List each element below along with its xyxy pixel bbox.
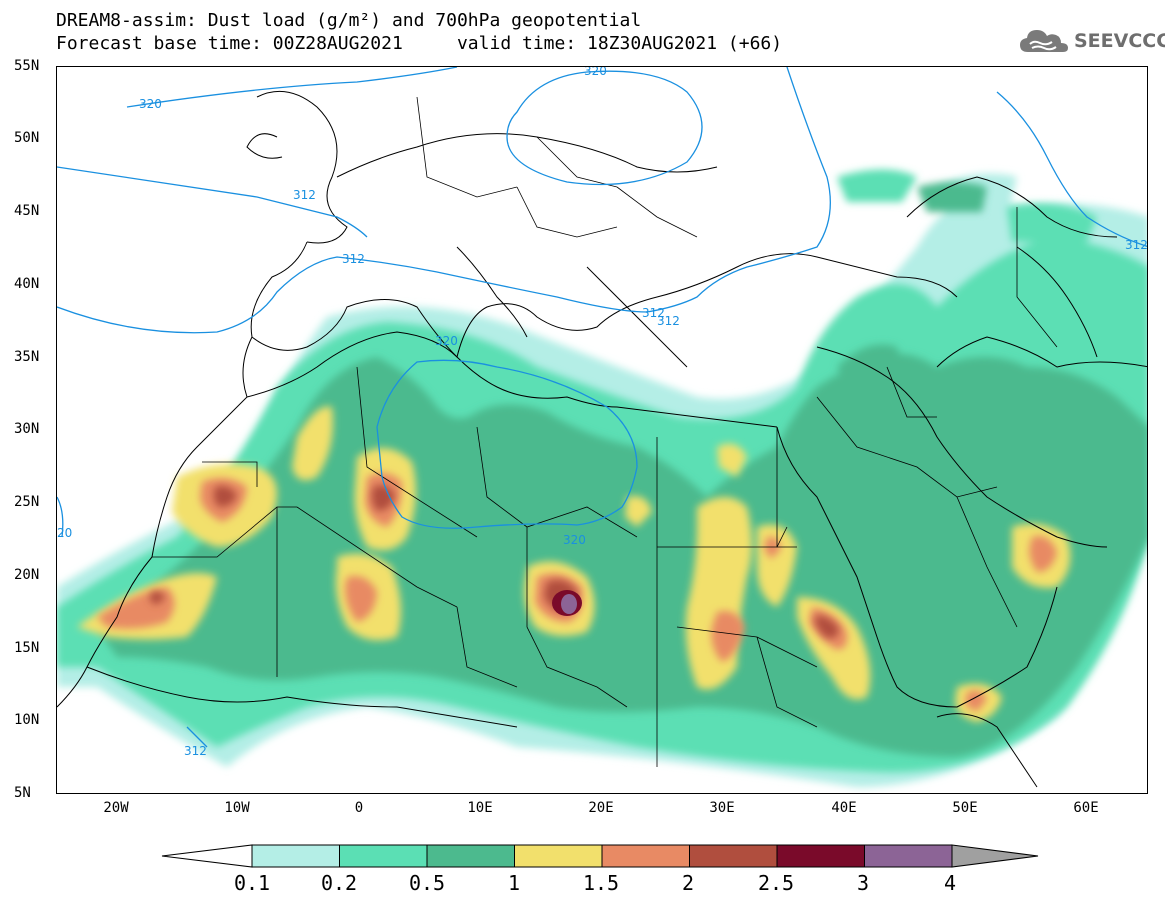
lon-label: 40E bbox=[831, 800, 857, 816]
lon-label: 20W bbox=[103, 800, 129, 816]
political-borders bbox=[152, 96, 1058, 767]
seevccc-logo: SEEVCCC bbox=[1018, 26, 1165, 56]
dust-level-3-area bbox=[561, 594, 577, 614]
colorbar-tick-label: 2 bbox=[681, 871, 695, 895]
lon-label: 20E bbox=[588, 800, 614, 816]
colorbar-tick-label: 0.1 bbox=[233, 871, 271, 895]
colorbar-cell bbox=[776, 844, 865, 868]
colorbar-tick-label: 3 bbox=[856, 871, 870, 895]
coastlines bbox=[57, 90, 1147, 788]
lat-label: 45N bbox=[14, 203, 40, 219]
colorbar-tick-label: 0.2 bbox=[320, 871, 358, 895]
contour-label: 320 bbox=[435, 334, 458, 348]
dust-load-map: 320 320 312 312 312 312 320 320 312 312 … bbox=[56, 66, 1148, 794]
contour-label: 312 bbox=[1125, 238, 1148, 252]
logo-text: SEEVCCC bbox=[1074, 30, 1165, 52]
colorbar-cell bbox=[251, 844, 340, 868]
lat-label: 40N bbox=[14, 276, 40, 292]
colorbar bbox=[161, 844, 1039, 868]
contour-label: 20 bbox=[57, 526, 72, 540]
lat-label: 50N bbox=[14, 130, 40, 146]
colorbar-cell bbox=[514, 844, 603, 868]
colorbar-tick-label: 0.5 bbox=[408, 871, 446, 895]
cloud-icon bbox=[1020, 30, 1068, 52]
colorbar-tick-label: 1 bbox=[507, 871, 521, 895]
lon-label: 10E bbox=[467, 800, 493, 816]
contour-label: 320 bbox=[584, 67, 607, 78]
colorbar-cell bbox=[864, 844, 953, 868]
lat-label: 30N bbox=[14, 421, 40, 437]
colorbar-over-triangle bbox=[951, 844, 1039, 868]
lat-label: 5N bbox=[14, 785, 31, 801]
lat-label: 15N bbox=[14, 640, 40, 656]
chart-title-line-1: DREAM8-assim: Dust load (g/m²) and 700hP… bbox=[56, 10, 642, 31]
lon-label: 60E bbox=[1073, 800, 1099, 816]
colorbar-tick-label: 4 bbox=[943, 871, 957, 895]
lon-label: 10W bbox=[224, 800, 250, 816]
geopotential-contours bbox=[57, 67, 1147, 748]
lon-label: 0 bbox=[354, 800, 364, 816]
colorbar-cell bbox=[339, 844, 428, 868]
contour-label: 312 bbox=[642, 306, 665, 320]
colorbar-cell bbox=[426, 844, 515, 868]
colorbar-cell bbox=[689, 844, 778, 868]
colorbar-tick-label: 1.5 bbox=[582, 871, 620, 895]
lat-label: 20N bbox=[14, 567, 40, 583]
lat-label: 10N bbox=[14, 712, 40, 728]
colorbar-under-triangle bbox=[161, 844, 253, 868]
lat-label: 55N bbox=[14, 58, 40, 74]
contour-label: 312 bbox=[184, 744, 207, 758]
lon-label: 50E bbox=[952, 800, 978, 816]
map-canvas: 320 320 312 312 312 312 320 320 312 312 … bbox=[57, 67, 1148, 788]
colorbar-cell bbox=[601, 844, 690, 868]
contour-label: 312 bbox=[342, 252, 365, 266]
lon-label: 30E bbox=[709, 800, 735, 816]
contour-label: 320 bbox=[139, 97, 162, 111]
contour-label: 312 bbox=[657, 314, 680, 328]
lat-label: 25N bbox=[14, 494, 40, 510]
contour-label: 312 bbox=[293, 188, 316, 202]
lat-label: 35N bbox=[14, 349, 40, 365]
colorbar-cells bbox=[251, 844, 953, 868]
chart-title-line-2: Forecast base time: 00Z28AUG2021 valid t… bbox=[56, 33, 783, 54]
dust-level-0-5-area bbox=[97, 182, 1147, 757]
colorbar-tick-label: 2.5 bbox=[757, 871, 795, 895]
contour-label: 320 bbox=[563, 533, 586, 547]
